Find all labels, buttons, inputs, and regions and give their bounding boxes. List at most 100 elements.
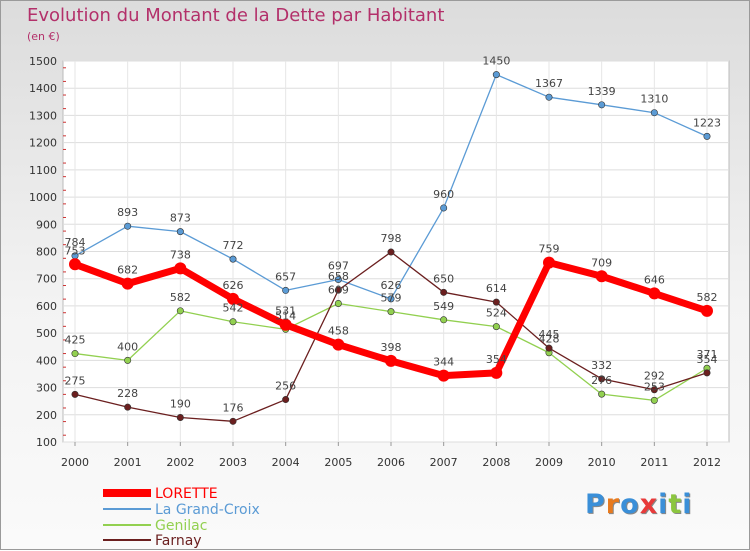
data-point [282,396,290,404]
data-point [598,390,606,398]
data-point [332,338,345,351]
y-tick-label: 400 [36,354,57,367]
x-tick-label: 2012 [693,456,721,469]
data-point [124,222,132,230]
data-point [440,316,448,324]
data-point [650,386,658,394]
data-point [595,270,608,283]
logo-letter: r [605,489,621,520]
axis-layer: 100 200 300 400 500 600 700 800 900 1000 1100 1200 1… [29,55,721,469]
y-tick-label: 900 [36,218,57,231]
y-tick-label: 1000 [29,191,57,204]
proxiti-logo: Proxiti [585,489,693,520]
data-label: 400 [117,340,138,353]
legend-label: Genilac [155,518,207,534]
series-layer [69,71,713,425]
data-label: 256 [275,380,296,393]
logo-letter: i [658,489,669,520]
logo-letter: i [682,489,693,520]
y-tick-label: 1400 [29,82,57,95]
data-label: 524 [486,307,507,320]
data-label: 190 [170,398,191,411]
data-label: 371 [697,348,718,361]
data-point [279,318,292,331]
data-point [648,287,661,300]
data-label: 873 [170,212,191,225]
x-tick-label: 2004 [272,456,300,469]
data-label: 658 [328,270,349,283]
data-point [440,204,448,212]
x-tick-label: 2002 [166,456,194,469]
data-label: 1450 [482,55,510,68]
y-tick-label: 1200 [29,137,57,150]
data-point [176,307,184,315]
data-point [492,298,500,306]
label-layer: 753 682 738 626 531 458 398 344 354 759 709 646 582 7… [65,55,722,415]
data-label: 1339 [588,85,616,98]
data-label: 753 [65,244,86,257]
data-label: 646 [644,273,665,286]
data-label: 582 [697,291,718,304]
data-point [387,308,395,316]
data-point [71,350,79,358]
legend-label: LORETTE [155,486,218,502]
data-label: 275 [65,374,86,387]
data-label: 1367 [535,77,563,90]
data-label: 531 [275,305,296,318]
y-tick-label: 800 [36,246,57,259]
data-point [440,288,448,296]
data-label: 614 [486,282,507,295]
data-point [334,276,342,284]
data-label: 176 [223,401,244,414]
data-label: 798 [381,232,402,245]
data-point [229,318,237,326]
data-label: 650 [433,272,454,285]
data-label: 228 [117,387,138,400]
data-label: 582 [170,291,191,304]
data-label: 960 [433,188,454,201]
data-point [334,299,342,307]
data-label: 626 [381,279,402,292]
data-label: 428 [539,333,560,346]
data-point [176,414,184,422]
data-label: 709 [591,256,612,269]
data-label: 1223 [693,116,721,129]
x-tick-label: 2010 [588,456,616,469]
legend-label: Farnay [155,533,202,549]
logo-letter: t [668,489,683,520]
x-tick-label: 2001 [114,456,142,469]
data-label: 276 [591,374,612,387]
x-tick-label: 2000 [61,456,89,469]
x-tick-label: 2007 [430,456,458,469]
data-label: 354 [486,353,507,366]
data-point [492,71,500,79]
y-tick-label: 300 [36,382,57,395]
data-point [437,369,450,382]
data-point [387,295,395,303]
data-point [229,417,237,425]
data-label: 697 [328,260,349,273]
x-tick-label: 2008 [482,456,510,469]
data-label: 657 [275,270,296,283]
data-label: 253 [644,380,665,393]
data-label: 682 [117,264,138,277]
data-point [650,396,658,404]
data-label: 292 [644,370,665,383]
logo-letter: P [585,489,606,520]
y-tick-label: 100 [36,436,57,449]
data-point [703,369,711,377]
data-label: 425 [65,334,86,347]
y-tick-label: 1100 [29,164,57,177]
data-point [334,286,342,294]
data-label: 542 [223,302,244,315]
data-label: 626 [223,279,244,292]
data-label: 579 [381,292,402,305]
data-point [545,344,553,352]
x-tick-label: 2005 [324,456,352,469]
data-label: 458 [328,325,349,338]
x-tick-label: 2006 [377,456,405,469]
data-point [176,228,184,236]
data-label: 549 [433,300,454,313]
data-point [703,132,711,140]
